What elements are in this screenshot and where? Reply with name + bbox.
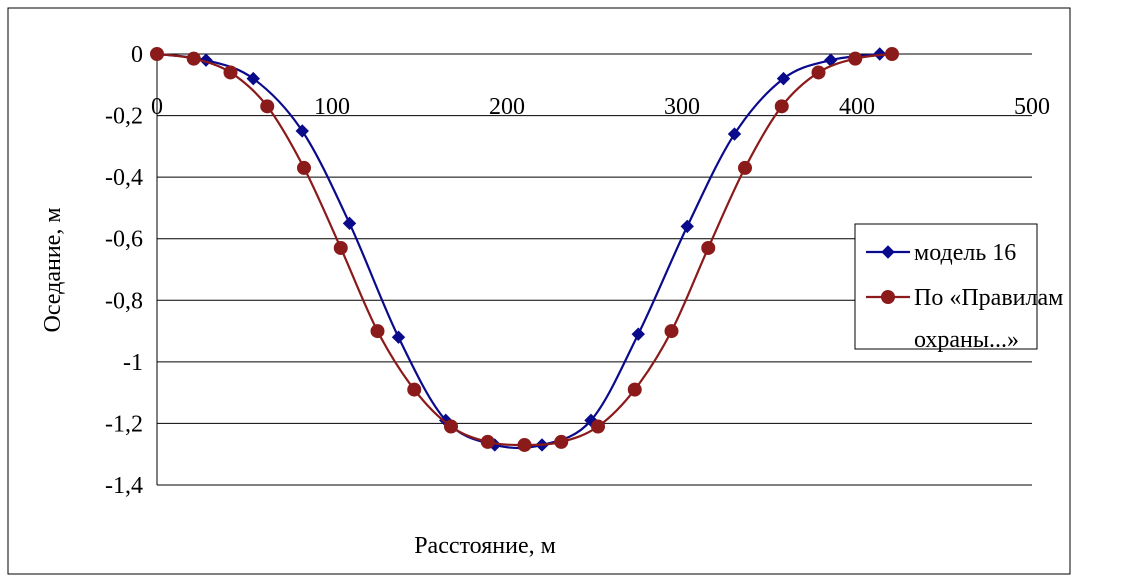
legend: модель 16 По «Правилам охраны...» <box>854 223 1063 353</box>
y-tick-label: -1,4 <box>105 473 143 499</box>
y-tick-label: -1 <box>123 350 143 376</box>
legend-label: По «Правилам охраны...» <box>914 285 1063 353</box>
series-2-point <box>664 324 679 339</box>
series-2 <box>150 47 899 452</box>
y-tick-label: -0,8 <box>105 288 143 314</box>
y-tick-label: -1,2 <box>105 411 143 437</box>
legend-swatch-marker <box>881 245 895 259</box>
series-1-line <box>156 52 880 450</box>
y-tick-label: -0,4 <box>105 165 143 191</box>
x-tick-label: 500 <box>1014 94 1050 120</box>
series-2-point <box>517 437 532 452</box>
series-2-point <box>701 240 716 255</box>
series-2-point <box>333 240 348 255</box>
series-1 <box>150 47 887 452</box>
series-1-point <box>342 216 357 231</box>
y-tick-label: -0,6 <box>105 227 143 253</box>
legend-box <box>854 223 1038 350</box>
series-1-point <box>727 127 742 141</box>
series-2-point <box>297 160 311 175</box>
x-tick-label: 0 <box>151 94 163 120</box>
series-2-point <box>774 99 789 114</box>
series-1-point <box>295 124 309 138</box>
series-1-point <box>391 330 406 344</box>
x-tick-label: 100 <box>314 94 350 120</box>
series-2-point <box>591 419 605 434</box>
series-1-point <box>776 71 791 86</box>
series-2-point <box>627 382 642 397</box>
series-1-point <box>631 327 645 341</box>
series-2-point <box>223 65 238 80</box>
series-layer <box>150 47 899 452</box>
y-tick-label: 0 <box>131 42 143 68</box>
series-2-point <box>444 419 458 434</box>
legend-swatch-marker <box>881 290 895 304</box>
series-2-point <box>738 160 752 175</box>
x-tick-label: 400 <box>839 94 875 120</box>
y-tick-labels: 0 -0,2 -0,4 -0,6 -0,8 -1 -1,2 -1,4 <box>105 42 143 499</box>
series-1-point <box>680 219 694 234</box>
series-2-point <box>150 47 164 61</box>
series-2-point <box>407 382 422 397</box>
y-tick-label: -0,2 <box>105 104 143 130</box>
x-tick-labels: 0 100 200 300 400 500 <box>151 94 1050 120</box>
x-axis-title: Расстояние, м <box>414 533 556 559</box>
series-2-point <box>480 434 495 449</box>
series-2-point <box>260 99 275 114</box>
series-1-point <box>246 71 260 86</box>
series-2-point <box>370 324 385 339</box>
legend-label: модель 16 <box>914 240 1016 266</box>
y-axis-title: Оседание, м <box>40 207 66 332</box>
series-2-point <box>885 47 899 61</box>
series-2-point <box>554 434 569 449</box>
x-tick-label: 300 <box>664 94 700 120</box>
legend-item-1: модель 16 <box>866 240 1016 266</box>
series-2-point <box>186 51 201 66</box>
legend-item-2: По «Правилам охраны...» <box>866 285 1063 353</box>
x-tick-label: 200 <box>489 94 525 120</box>
series-2-point <box>811 65 826 80</box>
series-2-point <box>848 51 863 66</box>
